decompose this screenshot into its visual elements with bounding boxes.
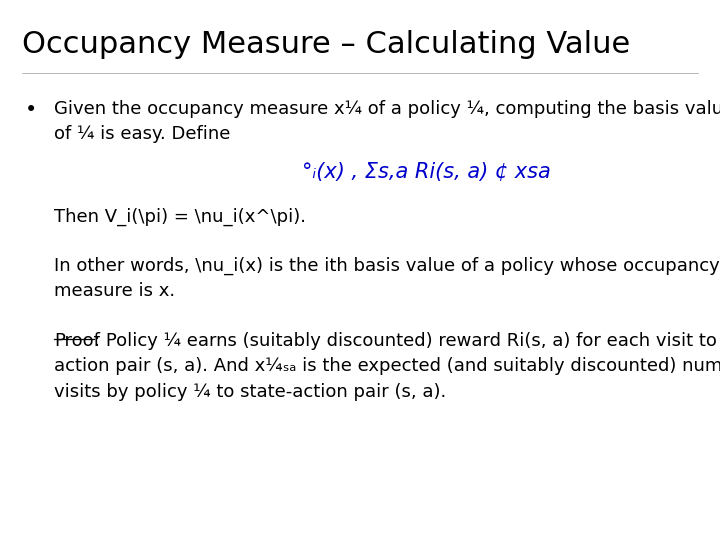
Text: visits by policy ¼ to state-action pair (s, a).: visits by policy ¼ to state-action pair … — [54, 383, 446, 401]
Text: In other words, \nu_i(x) is the ith basis value of a policy whose occupancy: In other words, \nu_i(x) is the ith basi… — [54, 256, 720, 275]
Text: : Policy ¼ earns (suitably discounted) reward Ri(s, a) for each visit to state-: : Policy ¼ earns (suitably discounted) r… — [94, 332, 720, 350]
Text: •: • — [25, 100, 37, 120]
Text: measure is x.: measure is x. — [54, 282, 175, 300]
Text: Given the occupancy measure x¼ of a policy ¼, computing the basis values: Given the occupancy measure x¼ of a poli… — [54, 100, 720, 118]
Text: Proof: Proof — [54, 332, 100, 350]
Text: Then V_i(\pi) = \nu_i(x^\pi).: Then V_i(\pi) = \nu_i(x^\pi). — [54, 208, 306, 226]
Text: °ᵢ(x) , Σs,a Ri(s, a) ¢ xsa: °ᵢ(x) , Σs,a Ri(s, a) ¢ xsa — [302, 162, 551, 182]
Text: action pair (s, a). And x¼ₛₐ is the expected (and suitably discounted) number of: action pair (s, a). And x¼ₛₐ is the expe… — [54, 357, 720, 375]
Text: Occupancy Measure – Calculating Value: Occupancy Measure – Calculating Value — [22, 30, 630, 59]
Text: of ¼ is easy. Define: of ¼ is easy. Define — [54, 125, 230, 143]
